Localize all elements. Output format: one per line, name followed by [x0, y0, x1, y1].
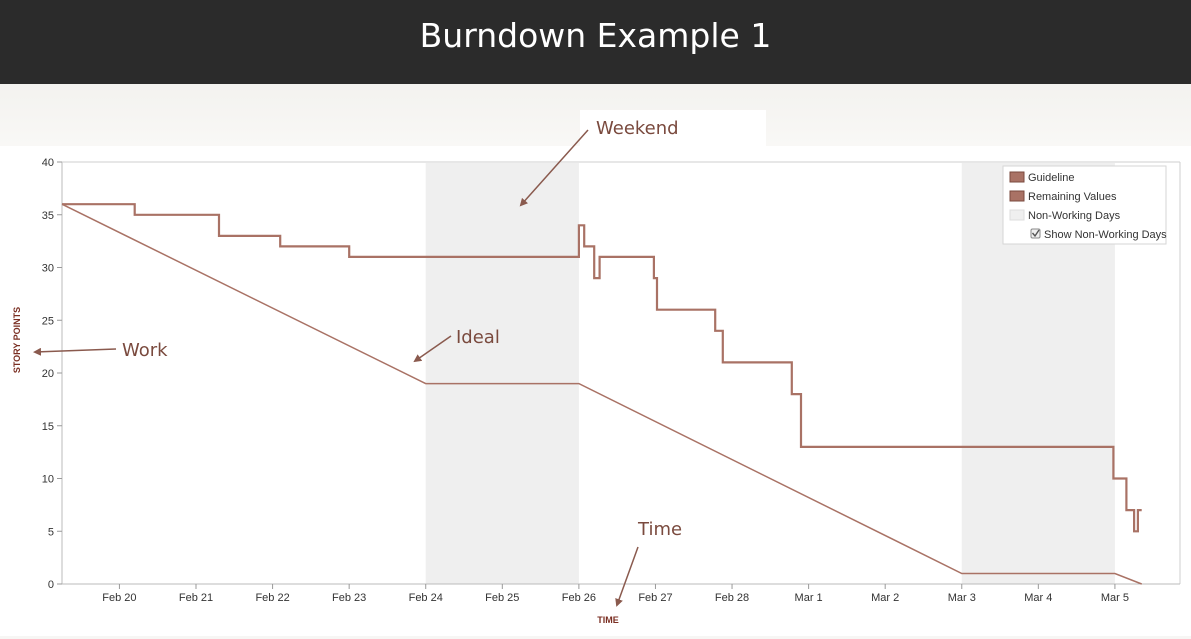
arrow-icon: [413, 335, 452, 363]
x-tick-label-7: Feb 26: [562, 592, 596, 604]
legend-label-remaining: Remaining Values: [1028, 191, 1117, 203]
y-tick-label-30: 30: [42, 263, 54, 275]
legend: Guideline Remaining Values Non-Working D…: [1002, 165, 1167, 245]
y-tick-label-0: 0: [48, 579, 54, 591]
arrow-icon: [615, 546, 639, 607]
slide-header: Burndown Example 1: [0, 0, 1191, 84]
x-tick-label-8: Feb 27: [638, 592, 672, 604]
legend-label-guideline: Guideline: [1028, 172, 1074, 184]
y-tick-label-40: 40: [42, 157, 54, 169]
legend-swatch-guideline: [1009, 171, 1025, 183]
legend-box: [1002, 165, 1167, 245]
y-tick-label-25: 25: [42, 315, 54, 327]
x-tick-label-9: Feb 28: [715, 592, 749, 604]
non-working-band-1: [425, 163, 579, 584]
y-tick-label-20: 20: [42, 368, 54, 380]
series-line-remaining-values: [62, 203, 1142, 533]
weekend-callout-box: [580, 110, 766, 146]
x-tick-label-2: Feb 21: [179, 592, 213, 604]
series-line-guideline: [61, 203, 1142, 585]
x-tick-label-13: Mar 4: [1024, 592, 1052, 604]
callout-weekend: Weekend: [519, 118, 679, 207]
callout-time: Time: [615, 519, 682, 607]
legend-label-show-nonworking[interactable]: Show Non-Working Days: [1044, 229, 1167, 241]
slide-title: Burndown Example 1: [419, 16, 772, 55]
chart-axes: STORY POINTS TIME 0 5 10 15 20 25 30 35 40 Feb 20…: [12, 157, 1181, 625]
arrow-icon: [519, 129, 589, 207]
callout-weekend-text: Weekend: [596, 118, 679, 139]
arrow-icon: [33, 347, 117, 356]
x-tick-label-14: Mar 5: [1101, 592, 1129, 604]
y-tick-label-10: 10: [42, 474, 54, 486]
callout-work-text: Work: [122, 340, 168, 361]
x-axis-title: TIME: [597, 615, 619, 625]
show-nonworking-checkbox[interactable]: [1030, 228, 1041, 239]
callout-ideal-text: Ideal: [456, 327, 500, 348]
legend-swatch-remaining: [1009, 190, 1025, 202]
x-tick-label-6: Feb 25: [485, 592, 519, 604]
x-tick-label-3: Feb 22: [255, 592, 289, 604]
x-tick-label-10: Mar 1: [795, 592, 823, 604]
chart-series: [61, 203, 1142, 585]
y-tick-label-15: 15: [42, 421, 54, 433]
checkmark-icon: [1031, 229, 1040, 238]
x-tick-label-5: Feb 24: [409, 592, 443, 604]
callout-ideal: Ideal: [413, 327, 500, 363]
x-tick-label-12: Mar 3: [948, 592, 976, 604]
x-tick-label-4: Feb 23: [332, 592, 366, 604]
legend-label-nonworking: Non-Working Days: [1028, 210, 1121, 222]
legend-swatch-nonworking: [1009, 209, 1025, 221]
x-tick-label-11: Mar 2: [871, 592, 899, 604]
x-tick-label-1: Feb 20: [102, 592, 136, 604]
y-tick-label-5: 5: [48, 526, 54, 538]
callout-work: Work: [33, 340, 168, 361]
y-axis-title: STORY POINTS: [12, 307, 22, 373]
callout-time-text: Time: [637, 519, 682, 540]
y-tick-label-35: 35: [42, 210, 54, 222]
